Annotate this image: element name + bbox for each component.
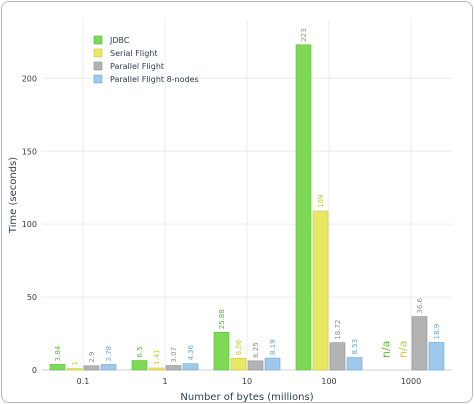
na-label: n/a [380, 341, 393, 358]
data-label: 1 [71, 361, 79, 365]
bar-jdbc [131, 360, 148, 371]
legend-swatch [93, 35, 103, 45]
data-label: 2.9 [88, 352, 96, 363]
y-tick-label: 200 [22, 74, 37, 83]
bar-parallel-flight [329, 342, 346, 371]
bar-parallel-flight [83, 365, 100, 371]
x-tick-label: 0.1 [77, 377, 90, 386]
bar-jdbc [213, 331, 230, 371]
y-axis-title: Time (seconds) [8, 157, 19, 234]
x-tick-label: 100 [321, 377, 336, 386]
legend-label: JDBC [109, 36, 130, 45]
y-tick-label: 150 [22, 147, 37, 156]
data-label: 8.06 [235, 339, 243, 355]
x-tick-label: 1 [162, 377, 167, 386]
legend-label: Serial Flight [110, 49, 158, 58]
legend: JDBC Serial Flight Parallel Flight Parallel… [93, 35, 199, 84]
bar-jdbc [49, 364, 66, 371]
data-label: 6.5 [136, 346, 144, 357]
gridlines [42, 20, 452, 371]
data-label: 109 [317, 195, 325, 208]
x-axis-title: Number of bytes (millions) [180, 392, 313, 402]
data-label: 6.25 [252, 342, 260, 358]
data-label: 25.88 [218, 309, 226, 329]
data-label: 3.78 [105, 346, 113, 362]
legend-swatch [93, 61, 103, 71]
x-tick-label: 1000 [401, 377, 421, 386]
bar-parallel-flight [411, 316, 428, 371]
bar-serial-flight [230, 357, 247, 371]
y-tick-label: 0 [32, 366, 37, 375]
data-label: 36.6 [416, 297, 424, 313]
legend-label: Parallel Flight [110, 62, 164, 71]
data-label: 3.07 [170, 347, 178, 363]
data-label: 8.19 [269, 339, 277, 355]
bar-serial-flight [148, 367, 165, 371]
data-label: 3.84 [54, 345, 62, 361]
legend-label: Parallel Flight 8-nodes [110, 75, 199, 84]
data-label: 223 [300, 28, 308, 41]
data-label: 1.41 [153, 349, 161, 365]
na-label: n/a [397, 341, 410, 358]
bar-parallel-flight [165, 365, 182, 371]
bar-parallel-flight-8-nodes [346, 357, 363, 371]
bar-serial-flight [66, 368, 83, 371]
bar-parallel-flight-8-nodes [182, 363, 199, 371]
legend-swatch [93, 74, 103, 84]
bar-parallel-flight-8-nodes [100, 364, 117, 371]
bar-parallel-flight-8-nodes [428, 342, 445, 371]
bar-jdbc [295, 44, 312, 371]
y-tick-label: 50 [27, 293, 37, 302]
data-label: 18.72 [334, 320, 342, 340]
data-label: 18.9 [433, 324, 441, 340]
axes: 0 50 100 150 200 0.1 1 10 100 1000 [22, 74, 421, 386]
data-label: 4.36 [187, 345, 195, 361]
y-tick-label: 100 [22, 220, 37, 229]
legend-swatch [93, 48, 103, 58]
data-labels: 3.84 6.5 25.88 223 n/a 1 1.41 8.06 109 n/a 2.9 3.07… [54, 28, 441, 365]
data-label: 8.53 [351, 339, 359, 355]
x-tick-label: 10 [242, 377, 252, 386]
bar-parallel-flight [247, 360, 264, 371]
bars [49, 44, 445, 371]
bar-parallel-flight-8-nodes [264, 357, 281, 371]
bar-serial-flight [312, 210, 329, 371]
